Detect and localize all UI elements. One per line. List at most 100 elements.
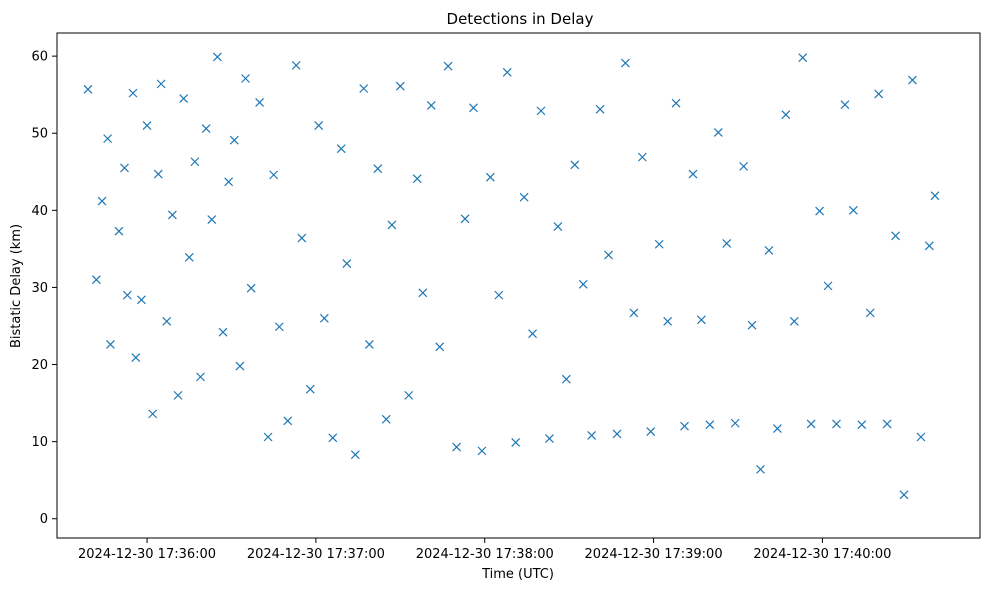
data-point (857, 420, 867, 430)
data-point (91, 275, 101, 285)
data-point (131, 353, 141, 363)
data-point (359, 84, 369, 93)
data-point (916, 432, 926, 442)
data-point (103, 134, 113, 144)
data-point (924, 241, 934, 251)
data-point (680, 421, 689, 431)
data-point (781, 110, 791, 120)
data-point (545, 434, 554, 443)
data-point (756, 464, 765, 474)
data-point (604, 250, 613, 260)
data-point (739, 161, 749, 171)
data-point (730, 418, 740, 428)
data-point (688, 169, 698, 179)
data-point (426, 101, 436, 110)
data-point (283, 416, 293, 426)
x-axis: 2024-12-30 17:36:00 2024-12-30 17:37:00 20… (78, 538, 891, 562)
data-point (528, 329, 537, 339)
data-point (637, 152, 647, 162)
data-point (663, 316, 673, 326)
x-axis-label: Time (UTC) (481, 567, 554, 582)
data-point (612, 429, 622, 439)
x-tick-label: 2024-12-30 17:36:00 (78, 547, 216, 562)
data-point (291, 60, 301, 70)
data-point (452, 442, 462, 452)
data-point (106, 340, 115, 349)
data-point (387, 220, 397, 230)
data-point (224, 177, 234, 187)
data-point (646, 427, 656, 437)
data-point (263, 432, 273, 442)
data-point (485, 172, 495, 182)
y-axis-label: Bistatic Delay (km) (9, 224, 24, 348)
data-point (336, 144, 346, 154)
data-point (162, 316, 172, 326)
data-point (184, 252, 194, 262)
data-point (789, 316, 799, 326)
data-point (502, 67, 512, 77)
y-tick-label: 30 (31, 281, 48, 296)
data-point (142, 121, 152, 130)
data-point (840, 100, 850, 110)
data-point (153, 169, 163, 179)
data-point (218, 327, 228, 337)
data-point (587, 431, 597, 440)
data-point (120, 163, 129, 173)
data-point (629, 308, 639, 318)
data-point (908, 75, 917, 85)
data-point (196, 372, 205, 382)
data-point (173, 390, 183, 400)
data-point (696, 315, 706, 325)
data-point (494, 290, 504, 300)
data-point (469, 103, 478, 113)
data-point (798, 53, 808, 63)
data-point (654, 239, 664, 249)
data-point (136, 295, 146, 305)
data-point (190, 157, 200, 167)
data-point (122, 290, 132, 300)
y-tick-label: 0 (40, 512, 48, 527)
data-point (806, 419, 816, 429)
data-point (269, 170, 279, 180)
data-point (722, 239, 732, 248)
data-point (570, 160, 580, 170)
chart-title: Detections in Delay (447, 10, 594, 28)
data-point (418, 288, 428, 298)
data-point (201, 124, 211, 134)
data-point (848, 205, 858, 215)
data-point (899, 490, 909, 500)
data-point (148, 409, 158, 419)
data-point (561, 374, 571, 384)
data-point (246, 283, 256, 293)
data-point (815, 206, 825, 216)
data-point (536, 106, 546, 116)
data-point (511, 437, 521, 447)
data-point (747, 320, 757, 330)
data-point (595, 104, 605, 114)
data-point (764, 245, 774, 255)
data-point (412, 174, 422, 184)
data-point (671, 98, 681, 108)
data-point (930, 191, 940, 201)
data-point (235, 361, 245, 371)
data-point (395, 81, 405, 91)
data-point (713, 128, 723, 137)
data-point (179, 94, 189, 103)
data-point (832, 419, 841, 429)
data-point (621, 58, 630, 68)
data-point (477, 446, 487, 456)
data-point (553, 222, 563, 231)
data-point (255, 97, 265, 107)
data-point (229, 135, 239, 145)
data-point (882, 419, 892, 429)
data-point (350, 450, 360, 460)
y-axis: 0 10 20 30 40 50 60 (31, 50, 57, 527)
data-point (305, 384, 315, 394)
data-point (128, 88, 138, 98)
data-point (460, 214, 470, 224)
y-tick-label: 40 (31, 204, 48, 219)
data-point (156, 79, 166, 89)
data-point (891, 231, 901, 241)
y-tick-label: 60 (31, 50, 48, 65)
